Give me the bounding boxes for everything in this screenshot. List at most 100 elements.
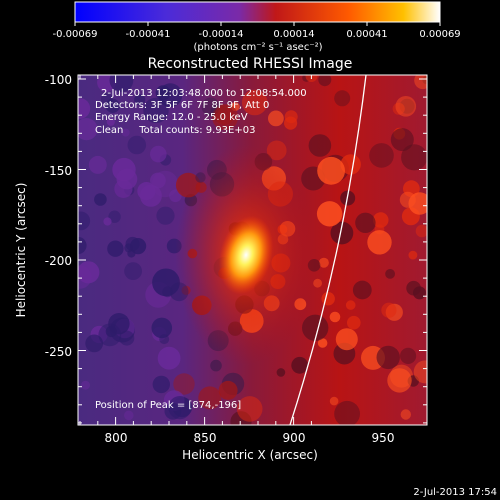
texture-blob	[395, 96, 417, 117]
texture-blob	[157, 346, 181, 370]
texture-blob	[318, 75, 332, 87]
texture-blob	[152, 375, 170, 394]
colorbar-ticks	[74, 22, 441, 26]
texture-blob	[107, 240, 124, 257]
colorbar-tick-label: 0.00069	[419, 29, 460, 40]
texture-blob	[173, 373, 195, 395]
info-line: Detectors: 3F 5F 6F 7F 8F 9F, Att 0	[95, 100, 269, 111]
y-tick-label: -250	[45, 345, 72, 359]
texture-blob	[317, 156, 345, 185]
texture-blob	[116, 168, 138, 190]
x-tick-label: 900	[283, 431, 306, 445]
texture-blob	[318, 257, 329, 268]
texture-blob	[127, 135, 147, 155]
texture-blob	[81, 380, 90, 390]
texture-blob	[210, 359, 222, 372]
texture-blob	[334, 90, 351, 107]
colorbar-tick-label: 0.00041	[346, 29, 387, 40]
texture-blob	[241, 89, 268, 116]
info-line: Energy Range: 12.0 - 25.0 keV	[95, 112, 248, 123]
texture-blob	[201, 97, 220, 116]
texture-blob	[218, 380, 238, 400]
colorbar-gradient	[74, 1, 441, 23]
texture-blob	[372, 212, 389, 228]
peak-position-label: Position of Peak = [874,-196]	[95, 400, 241, 411]
texture-blob	[164, 402, 182, 420]
texture-blob	[345, 300, 356, 310]
texture-blob	[408, 192, 427, 215]
texture-blob	[408, 250, 418, 260]
texture-blob	[329, 311, 341, 323]
texture-blob	[134, 94, 146, 106]
texture-blob	[390, 128, 414, 152]
texture-blob	[369, 143, 394, 168]
colorbar: -0.00069 -0.00041 -0.00014 0.00014 0.000…	[53, 1, 461, 53]
texture-blob	[422, 75, 427, 85]
texture-blob	[367, 230, 392, 255]
texture-blob	[150, 172, 166, 189]
texture-blob	[376, 345, 400, 370]
info-line: Clean Total counts: 9.93E+03	[95, 125, 255, 136]
texture-blob	[103, 217, 112, 226]
x-tick-label: 800	[105, 431, 128, 445]
info-line: 2-Jul-2013 12:03:48.000 to 12:08:54.000	[101, 88, 307, 99]
texture-blob	[198, 386, 222, 410]
texture-blob	[78, 236, 87, 255]
texture-blob	[381, 302, 397, 318]
texture-blob	[340, 154, 361, 175]
texture-blob	[78, 118, 98, 141]
colorbar-tick-label: -0.00041	[126, 29, 171, 40]
texture-blob	[329, 396, 339, 406]
texture-blob	[291, 356, 309, 374]
texture-blob	[236, 396, 263, 422]
y-tick-label: -100	[45, 73, 72, 87]
texture-blob	[137, 182, 156, 201]
texture-blob	[387, 368, 412, 393]
texture-blob	[130, 238, 147, 255]
colorbar-tick-label: -0.00014	[199, 29, 244, 40]
texture-blob	[347, 315, 361, 330]
x-tick-label: 850	[194, 431, 217, 445]
texture-blob	[85, 334, 104, 353]
texture-blob	[316, 201, 343, 227]
texture-blob	[119, 330, 135, 346]
texture-blob	[105, 98, 120, 113]
y-tick-label: -150	[45, 164, 72, 178]
flare-peak-source	[218, 215, 274, 295]
texture-blob	[94, 193, 107, 206]
texture-blob	[400, 409, 411, 420]
texture-blob	[78, 98, 91, 119]
y-tick-label: -200	[45, 254, 72, 268]
texture-blob	[78, 211, 91, 231]
texture-blob	[152, 268, 180, 297]
texture-blob	[392, 102, 405, 115]
texture-blob	[127, 249, 136, 258]
texture-blob	[78, 265, 92, 289]
x-tick-label: 950	[372, 431, 395, 445]
texture-blob	[317, 338, 328, 348]
texture-blob	[334, 400, 360, 425]
texture-blob	[143, 97, 169, 124]
texture-blob	[330, 221, 354, 245]
texture-blob	[124, 262, 142, 280]
texture-blob	[98, 323, 122, 347]
texture-blob	[415, 224, 427, 238]
heatmap-image	[78, 75, 427, 425]
texture-blob	[308, 134, 332, 157]
info-block: 2-Jul-2013 12:03:48.000 to 12:08:54.000 …	[95, 88, 307, 136]
plot-title: Reconstructed RHESSI Image	[148, 56, 353, 72]
texture-blob	[230, 411, 252, 425]
texture-blob	[400, 347, 417, 364]
axis-ticks	[78, 75, 427, 425]
x-axis-label: Heliocentric X (arcsec)	[182, 448, 318, 462]
texture-blob	[355, 212, 376, 233]
texture-blob	[106, 117, 115, 126]
colorbar-unit-label: (photons cm⁻² s⁻¹ asec⁻²)	[193, 42, 322, 53]
texture-blob	[302, 314, 329, 341]
texture-blob	[284, 116, 298, 130]
colorbar-tick-label: 0.00014	[273, 29, 314, 40]
texture-blob	[321, 292, 335, 306]
texture-blob	[268, 110, 284, 127]
texture-blob	[413, 360, 427, 384]
